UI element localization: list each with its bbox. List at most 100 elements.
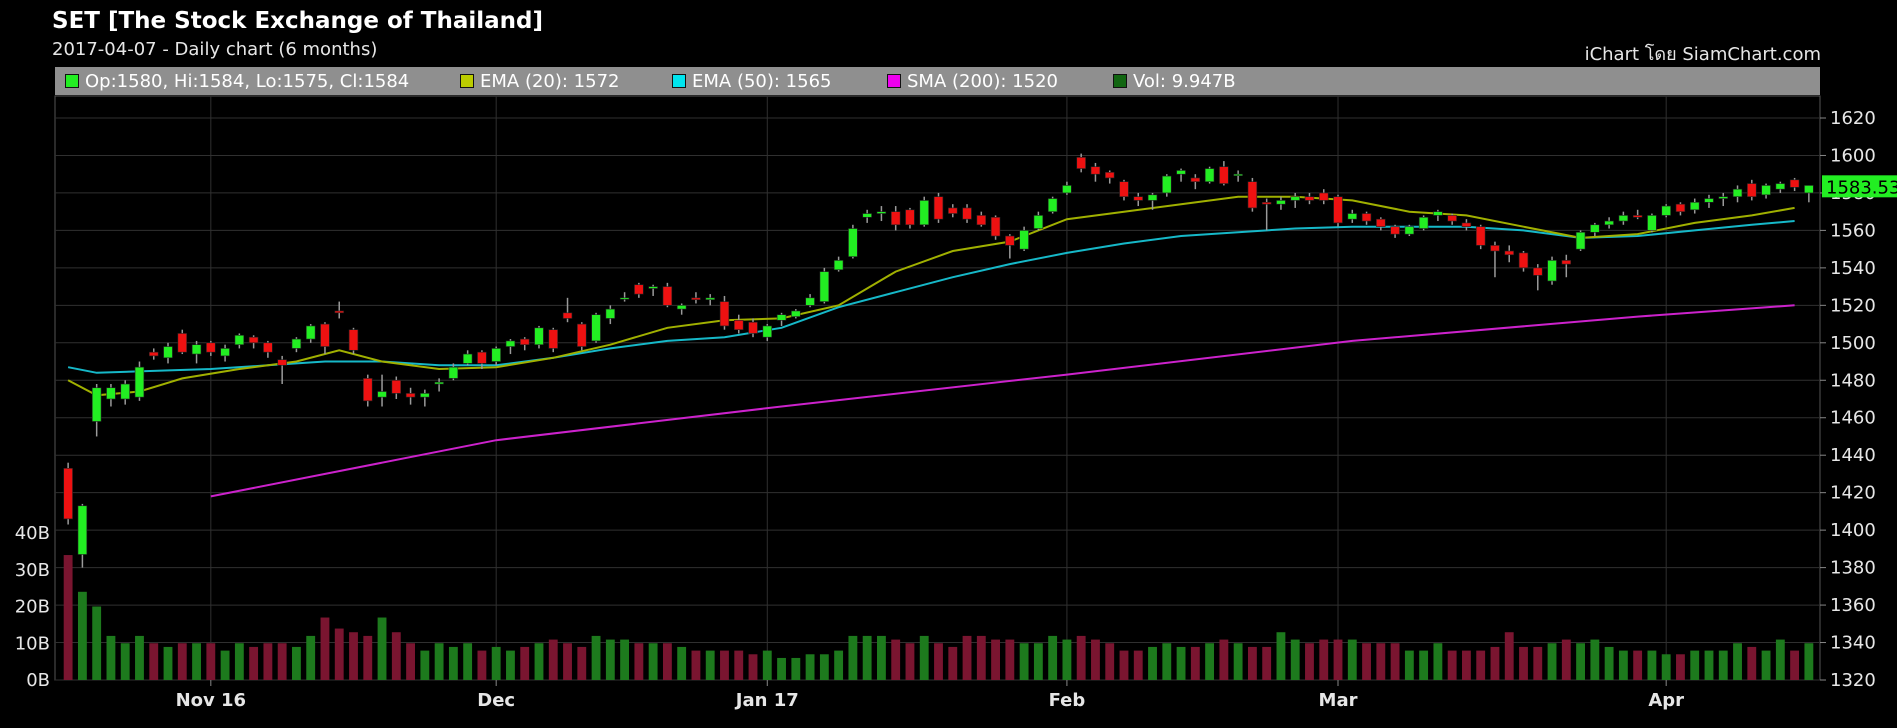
- candle-body: [1005, 235, 1015, 246]
- y-tick-label: 1420: [1830, 483, 1876, 504]
- candle-body: [662, 286, 673, 306]
- volume-bar: [1790, 650, 1800, 680]
- candle: [1062, 181, 1072, 195]
- candle-body: [363, 378, 373, 402]
- candle: [1561, 254, 1572, 278]
- candle: [1033, 211, 1044, 231]
- candle: [1447, 213, 1457, 225]
- volume-bars: [63, 555, 1814, 680]
- candle-body: [77, 505, 88, 555]
- candle-body: [1290, 196, 1300, 201]
- volume-tick-label: 20B: [15, 597, 50, 618]
- candle-body: [120, 383, 130, 400]
- candle-body: [534, 327, 544, 345]
- candle-body: [1333, 196, 1343, 224]
- candle-body: [277, 359, 287, 366]
- volume-bar: [63, 555, 73, 680]
- candle-body: [448, 366, 459, 379]
- volume-bar: [1119, 650, 1129, 680]
- candle: [1290, 192, 1300, 208]
- volume-bar: [1262, 646, 1272, 680]
- candle: [1490, 241, 1500, 278]
- candle: [748, 318, 758, 338]
- volume-bar: [263, 643, 273, 680]
- candle-body: [1133, 196, 1143, 201]
- candle-body: [1761, 185, 1771, 196]
- candle-body: [1604, 220, 1614, 226]
- price-axis: 1320 1340 1360 1380 1400 1420 1440 1460 1480 1500…: [1820, 108, 1876, 691]
- volume-bar: [1362, 643, 1371, 680]
- candle-body: [1019, 230, 1029, 250]
- candle-body: [1547, 260, 1557, 282]
- volume-bar: [106, 635, 116, 680]
- candle: [1732, 185, 1743, 203]
- candle: [691, 292, 701, 304]
- volume-bar: [991, 639, 1000, 680]
- candle-body: [1418, 216, 1429, 229]
- candle: [334, 301, 344, 319]
- legend-swatch-sma200: [887, 74, 901, 88]
- candle-body: [862, 213, 872, 218]
- candle: [1047, 196, 1058, 214]
- price-tag-bg: [1822, 175, 1897, 198]
- candle: [106, 384, 116, 407]
- candle: [134, 361, 145, 401]
- candle-body: [1319, 192, 1329, 201]
- candle: [1761, 183, 1771, 199]
- candle-body: [719, 301, 730, 327]
- candle-body: [1675, 203, 1686, 212]
- candle: [948, 204, 958, 218]
- volume-bar: [834, 650, 844, 680]
- candle-body: [1204, 168, 1215, 182]
- candle: [305, 324, 316, 343]
- x-tick-label: Apr: [1648, 690, 1684, 711]
- ema20-line: [67, 195, 1795, 397]
- candle-body: [819, 271, 830, 302]
- volume-bar: [448, 646, 458, 680]
- volume-bar: [1633, 650, 1643, 680]
- candle-body: [734, 320, 744, 330]
- candle: [1618, 211, 1629, 225]
- candle-body: [1732, 188, 1743, 197]
- y-tick-label: 1520: [1830, 295, 1876, 316]
- candle-body: [1561, 260, 1572, 265]
- candle-body: [1347, 213, 1358, 220]
- candle: [91, 384, 102, 437]
- candle: [1632, 209, 1643, 220]
- legend-item-sma200: SMA (200): 1520: [887, 67, 1058, 95]
- plot-frame: [54, 95, 1821, 681]
- volume-bar: [805, 654, 815, 680]
- candle-body: [1104, 172, 1115, 179]
- volume-bar: [1647, 650, 1657, 680]
- volume-bar: [434, 643, 444, 680]
- candle: [248, 335, 259, 349]
- volume-bar: [1305, 643, 1314, 680]
- candle-body: [848, 228, 858, 257]
- volume-bar: [1390, 643, 1400, 680]
- volume-bar: [1704, 650, 1714, 680]
- candle-body: [1647, 215, 1657, 231]
- volume-bar: [334, 628, 344, 680]
- candle-body: [462, 353, 473, 364]
- candle-body: [976, 215, 987, 226]
- volume-bar: [548, 639, 558, 680]
- volume-bar: [534, 643, 544, 680]
- volume-bar: [720, 650, 729, 680]
- y-tick-label: 1440: [1830, 445, 1876, 466]
- volume-bar: [363, 635, 373, 680]
- y-tick-label: 1320: [1830, 670, 1876, 691]
- volume-bar: [1091, 639, 1100, 680]
- candle: [1347, 209, 1358, 223]
- candle-body: [591, 314, 601, 342]
- candle: [762, 324, 773, 341]
- candle-body: [106, 387, 116, 400]
- candle-body: [1261, 202, 1272, 205]
- candle: [320, 322, 330, 355]
- volume-bar: [1048, 635, 1058, 680]
- volume-bar: [1076, 635, 1086, 680]
- candle-body: [1433, 211, 1443, 216]
- volume-bar: [1404, 650, 1414, 680]
- volume-bar: [1033, 643, 1043, 680]
- candle: [791, 309, 801, 319]
